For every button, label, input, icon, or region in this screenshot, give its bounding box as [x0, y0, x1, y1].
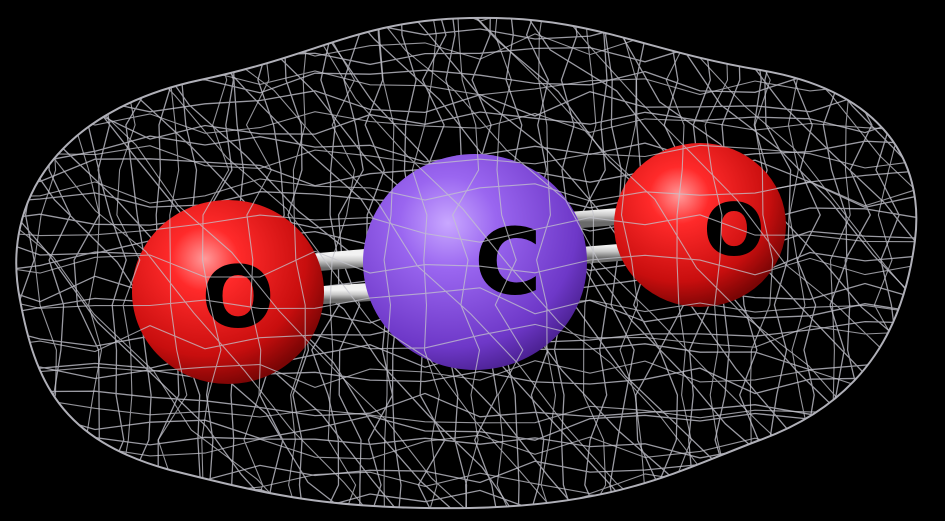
mesh-line	[626, 17, 917, 509]
mesh-line	[542, 17, 917, 509]
atom-oxygen-right: O	[614, 143, 786, 307]
mesh-line	[898, 17, 917, 509]
mesh-line	[579, 17, 607, 509]
mesh-line	[16, 90, 917, 117]
carbon-sphere	[363, 154, 587, 370]
oxygen-right-label: O	[703, 188, 764, 272]
mesh-line	[820, 17, 917, 509]
mesh-line	[16, 360, 917, 389]
mesh-line	[494, 17, 524, 509]
oxygen-right-sphere	[614, 143, 786, 307]
mesh-line	[451, 17, 481, 509]
mesh-line	[16, 17, 387, 509]
mesh-line	[327, 17, 357, 509]
mesh-line	[16, 287, 917, 315]
mesh-line	[16, 108, 917, 134]
mesh-line	[16, 144, 917, 169]
mesh-line	[17, 17, 40, 509]
mesh-line	[913, 17, 917, 509]
mesh-line	[16, 17, 300, 509]
mesh-line	[16, 111, 917, 141]
mesh-line	[567, 17, 917, 509]
mesh-line	[926, 0, 945, 521]
mesh-line	[923, 0, 945, 521]
mesh-line	[74, 17, 105, 509]
mesh-line	[16, 323, 917, 353]
mesh-line	[16, 17, 368, 509]
mesh-line	[16, 250, 917, 278]
mesh-line	[16, 482, 917, 509]
mesh-line	[745, 17, 774, 509]
mesh-line	[875, 17, 902, 509]
mesh-line	[913, 17, 917, 509]
mesh-line	[16, 390, 917, 418]
oxygen-left-label: O	[201, 248, 274, 348]
mesh-line	[263, 17, 773, 509]
mesh-line	[16, 399, 917, 424]
mesh-outline	[15, 16, 918, 510]
mesh-line	[16, 19, 917, 48]
carbon-label: C	[474, 209, 542, 316]
mesh-line	[665, 17, 692, 509]
mesh-line	[619, 17, 645, 509]
atom-carbon-center: C	[363, 154, 587, 370]
mesh-line	[411, 17, 440, 509]
mesh-line	[16, 178, 917, 207]
mesh-line	[16, 471, 917, 496]
mesh-line	[375, 17, 395, 509]
mesh-line	[635, 17, 917, 509]
mesh-line	[201, 17, 230, 509]
mesh-line	[829, 17, 859, 509]
mesh-line	[16, 17, 19, 509]
mesh-line	[16, 460, 917, 484]
mesh-line	[16, 412, 917, 441]
atom-oxygen-left: O	[132, 200, 324, 384]
mesh-line	[704, 17, 729, 509]
mesh-line	[73, 17, 100, 509]
mesh-line	[243, 17, 272, 509]
mesh-line	[288, 17, 308, 509]
mesh-line	[170, 17, 675, 509]
